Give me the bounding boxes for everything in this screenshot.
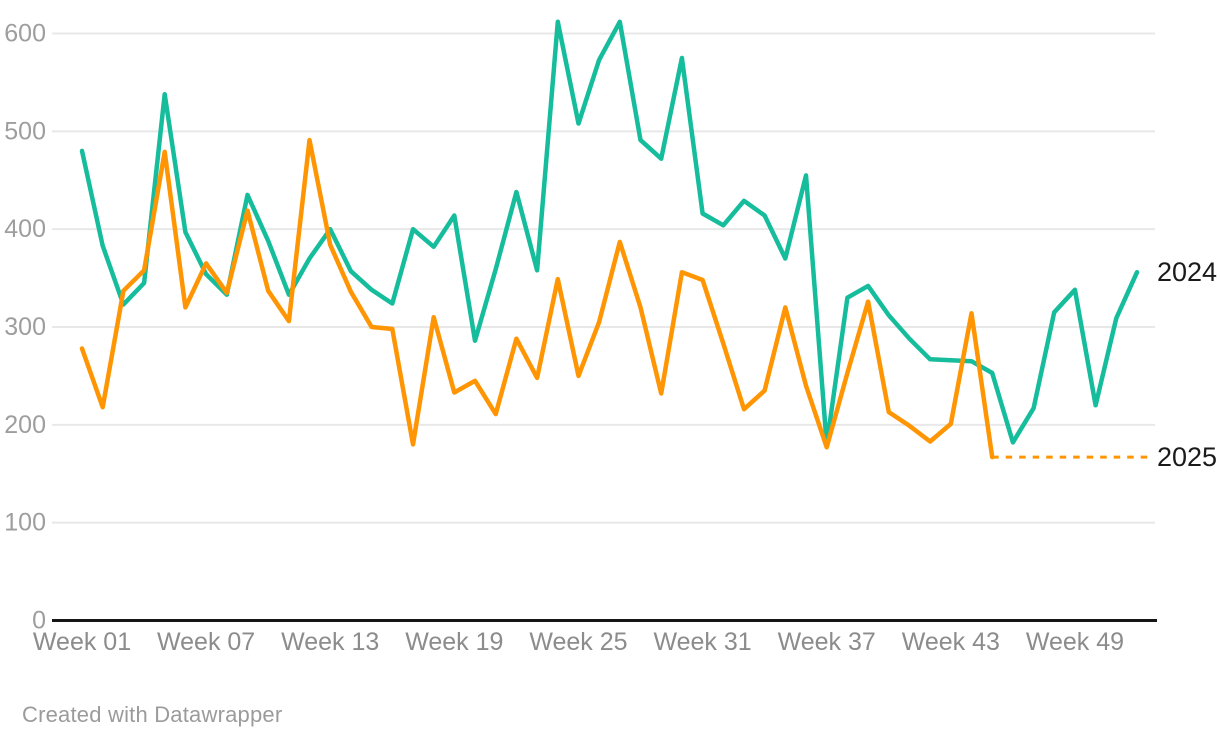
y-axis-labels: 0 100 200 300 400 500 600 <box>4 20 46 635</box>
gridlines <box>52 32 1157 622</box>
y-tick-label-0: 0 <box>32 607 46 635</box>
x-tick-label-week-43: Week 43 <box>902 628 1000 656</box>
x-tick-label-week-13: Week 13 <box>281 628 379 656</box>
x-tick-label-week-1: Week 01 <box>33 628 131 656</box>
y-tick-label-100: 100 <box>4 509 46 537</box>
series-label-2025: 2025 <box>1157 442 1217 472</box>
data-lines <box>79 19 1148 460</box>
x-tick-label-week-25: Week 25 <box>529 628 627 656</box>
series-label-2024: 2024 <box>1157 257 1217 287</box>
x-tick-label-week-19: Week 19 <box>405 628 503 656</box>
datawrapper-attribution: Created with Datawrapper <box>22 702 283 727</box>
x-tick-label-week-49: Week 49 <box>1026 628 1124 656</box>
y-tick-label-600: 600 <box>4 20 46 48</box>
y-tick-label-200: 200 <box>4 411 46 439</box>
series-end-labels: 2024 2025 <box>1157 257 1217 472</box>
y-tick-label-400: 400 <box>4 215 46 243</box>
x-tick-label-week-7: Week 07 <box>157 628 255 656</box>
x-axis-labels: Week 01 Week 07 Week 13 Week 19 Week 25 Week … <box>33 628 1124 656</box>
y-tick-label-500: 500 <box>4 117 46 145</box>
x-tick-label-week-31: Week 31 <box>653 628 751 656</box>
y-tick-label-300: 300 <box>4 313 46 341</box>
x-tick-label-week-37: Week 37 <box>778 628 876 656</box>
series-line-2025 <box>79 137 995 460</box>
